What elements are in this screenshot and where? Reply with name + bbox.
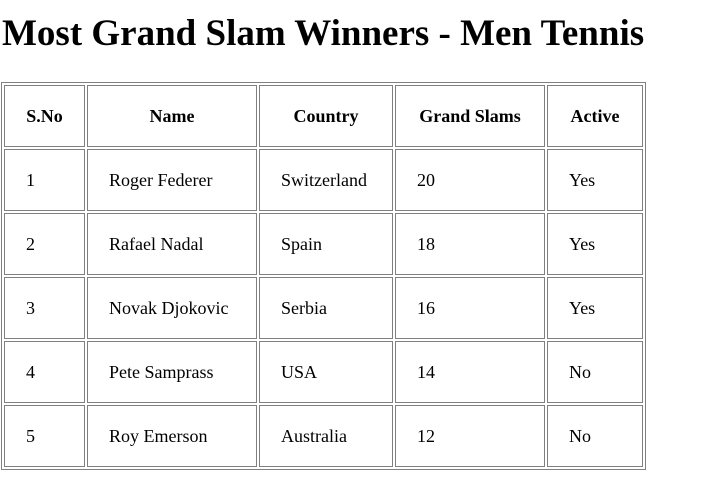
cell-name: Pete Samprass	[87, 341, 257, 403]
header-country: Country	[259, 85, 393, 147]
cell-active: No	[547, 341, 643, 403]
cell-country: Australia	[259, 405, 393, 467]
cell-active: Yes	[547, 277, 643, 339]
cell-grand-slams: 20	[395, 149, 545, 211]
cell-country: Switzerland	[259, 149, 393, 211]
cell-sno: 3	[4, 277, 85, 339]
header-sno: S.No	[4, 85, 85, 147]
cell-grand-slams: 16	[395, 277, 545, 339]
table-row: 3 Novak Djokovic Serbia 16 Yes	[4, 277, 643, 339]
cell-sno: 2	[4, 213, 85, 275]
table-row: 2 Rafael Nadal Spain 18 Yes	[4, 213, 643, 275]
cell-name: Novak Djokovic	[87, 277, 257, 339]
header-row: S.No Name Country Grand Slams Active	[4, 85, 643, 147]
cell-sno: 4	[4, 341, 85, 403]
cell-sno: 1	[4, 149, 85, 211]
header-name: Name	[87, 85, 257, 147]
page-title: Most Grand Slam Winners - Men Tennis	[2, 13, 645, 54]
grand-slam-table: S.No Name Country Grand Slams Active 1 R…	[1, 82, 646, 470]
table-row: 5 Roy Emerson Australia 12 No	[4, 405, 643, 467]
cell-country: USA	[259, 341, 393, 403]
cell-country: Serbia	[259, 277, 393, 339]
cell-active: Yes	[547, 213, 643, 275]
cell-grand-slams: 12	[395, 405, 545, 467]
cell-name: Roger Federer	[87, 149, 257, 211]
cell-grand-slams: 18	[395, 213, 545, 275]
cell-active: Yes	[547, 149, 643, 211]
cell-country: Spain	[259, 213, 393, 275]
table-row: 1 Roger Federer Switzerland 20 Yes	[4, 149, 643, 211]
cell-grand-slams: 14	[395, 341, 545, 403]
cell-name: Rafael Nadal	[87, 213, 257, 275]
cell-sno: 5	[4, 405, 85, 467]
cell-name: Roy Emerson	[87, 405, 257, 467]
header-grand-slams: Grand Slams	[395, 85, 545, 147]
header-active: Active	[547, 85, 643, 147]
table-row: 4 Pete Samprass USA 14 No	[4, 341, 643, 403]
cell-active: No	[547, 405, 643, 467]
